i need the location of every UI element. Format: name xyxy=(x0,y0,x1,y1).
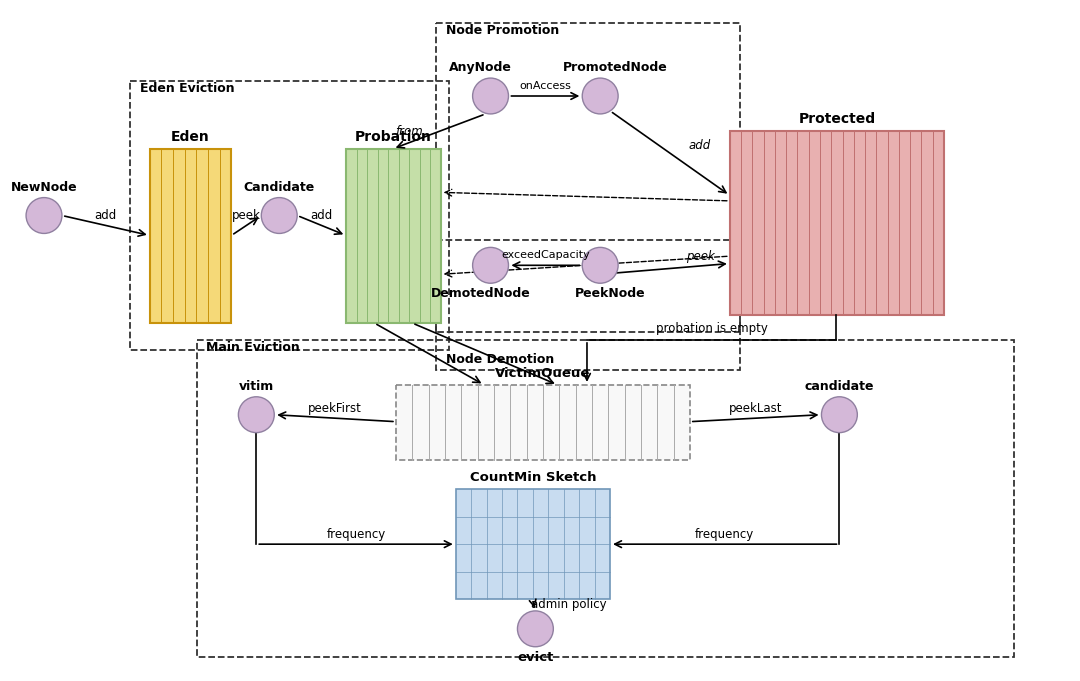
Text: NewNode: NewNode xyxy=(11,180,78,193)
Text: exceedCapacity: exceedCapacity xyxy=(501,251,590,260)
Text: vitim: vitim xyxy=(239,380,274,393)
Text: Eden: Eden xyxy=(171,130,210,144)
Text: Protected: Protected xyxy=(798,112,876,126)
Text: PeekNode: PeekNode xyxy=(575,287,646,300)
Text: CountMin Sketch: CountMin Sketch xyxy=(470,471,596,484)
Text: Node Promotion: Node Promotion xyxy=(446,25,559,37)
Text: AnyNode: AnyNode xyxy=(449,61,512,74)
Text: probation is empty: probation is empty xyxy=(656,322,768,335)
Circle shape xyxy=(239,397,274,432)
Bar xyxy=(435,23,740,332)
Bar xyxy=(396,385,690,460)
Text: evict: evict xyxy=(517,651,554,664)
Text: add: add xyxy=(310,209,333,222)
Circle shape xyxy=(582,78,618,114)
Circle shape xyxy=(822,397,858,432)
Text: VictimQueue: VictimQueue xyxy=(496,367,591,380)
Text: Candidate: Candidate xyxy=(244,180,315,193)
Text: onAccess: onAccess xyxy=(519,81,571,91)
Text: Eden Eviction: Eden Eviction xyxy=(139,82,234,95)
Bar xyxy=(150,148,231,323)
Text: candidate: candidate xyxy=(805,380,874,393)
Text: frequency: frequency xyxy=(696,528,755,541)
Circle shape xyxy=(26,197,62,234)
Text: Main Eviction: Main Eviction xyxy=(206,341,300,354)
Text: peekFirst: peekFirst xyxy=(308,402,362,415)
Bar xyxy=(456,490,610,599)
Bar xyxy=(197,340,1014,656)
Circle shape xyxy=(517,611,553,647)
Circle shape xyxy=(473,78,509,114)
Text: Probation: Probation xyxy=(355,130,432,144)
Text: peekLast: peekLast xyxy=(729,402,782,415)
Text: add: add xyxy=(689,139,711,152)
Bar xyxy=(435,240,740,370)
Text: from: from xyxy=(395,125,423,138)
Text: add: add xyxy=(95,209,117,222)
Text: frequency: frequency xyxy=(326,528,386,541)
Text: Node Demotion: Node Demotion xyxy=(446,353,554,366)
Circle shape xyxy=(261,197,297,234)
Bar xyxy=(730,131,944,315)
Text: PromotedNode: PromotedNode xyxy=(563,61,667,74)
Text: DemotedNode: DemotedNode xyxy=(431,287,530,300)
Bar xyxy=(346,148,441,323)
Text: peek: peek xyxy=(232,209,260,222)
Circle shape xyxy=(582,247,618,283)
Circle shape xyxy=(473,247,509,283)
Bar xyxy=(130,81,448,350)
Text: admin policy: admin policy xyxy=(531,599,607,612)
Text: peek: peek xyxy=(687,250,715,263)
